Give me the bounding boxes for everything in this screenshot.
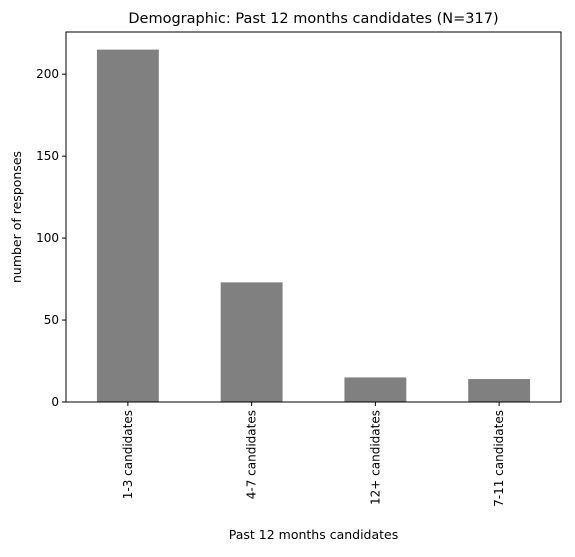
- x-tick-label: 12+ candidates: [368, 410, 382, 505]
- chart-title: Demographic: Past 12 months candidates (…: [128, 11, 498, 27]
- x-tick-label: 1-3 candidates: [121, 410, 135, 499]
- x-axis-ticks: 1-3 candidates 4-7 candidates 12+ candidat…: [121, 402, 506, 507]
- bar-1-3-candidates: [96, 49, 159, 402]
- bars: [96, 49, 531, 402]
- x-axis-label: Past 12 months candidates: [229, 527, 399, 542]
- y-tick-label: 50: [44, 313, 59, 327]
- y-axis-ticks: 0 50 100 150 200: [36, 67, 66, 409]
- x-tick-label: 7-11 candidates: [492, 410, 506, 507]
- y-tick-label: 150: [36, 149, 59, 163]
- bar-7-11-candidates: [468, 379, 531, 402]
- y-tick-label: 0: [51, 395, 59, 409]
- y-axis-label: number of responses: [9, 151, 24, 283]
- bar-12-candidates: [344, 377, 407, 402]
- x-tick-label: 4-7 candidates: [245, 410, 259, 499]
- plot-frame: [65, 31, 562, 403]
- y-tick-label: 200: [36, 67, 59, 81]
- y-tick-label: 100: [36, 231, 59, 245]
- bar-4-7-candidates: [220, 282, 283, 402]
